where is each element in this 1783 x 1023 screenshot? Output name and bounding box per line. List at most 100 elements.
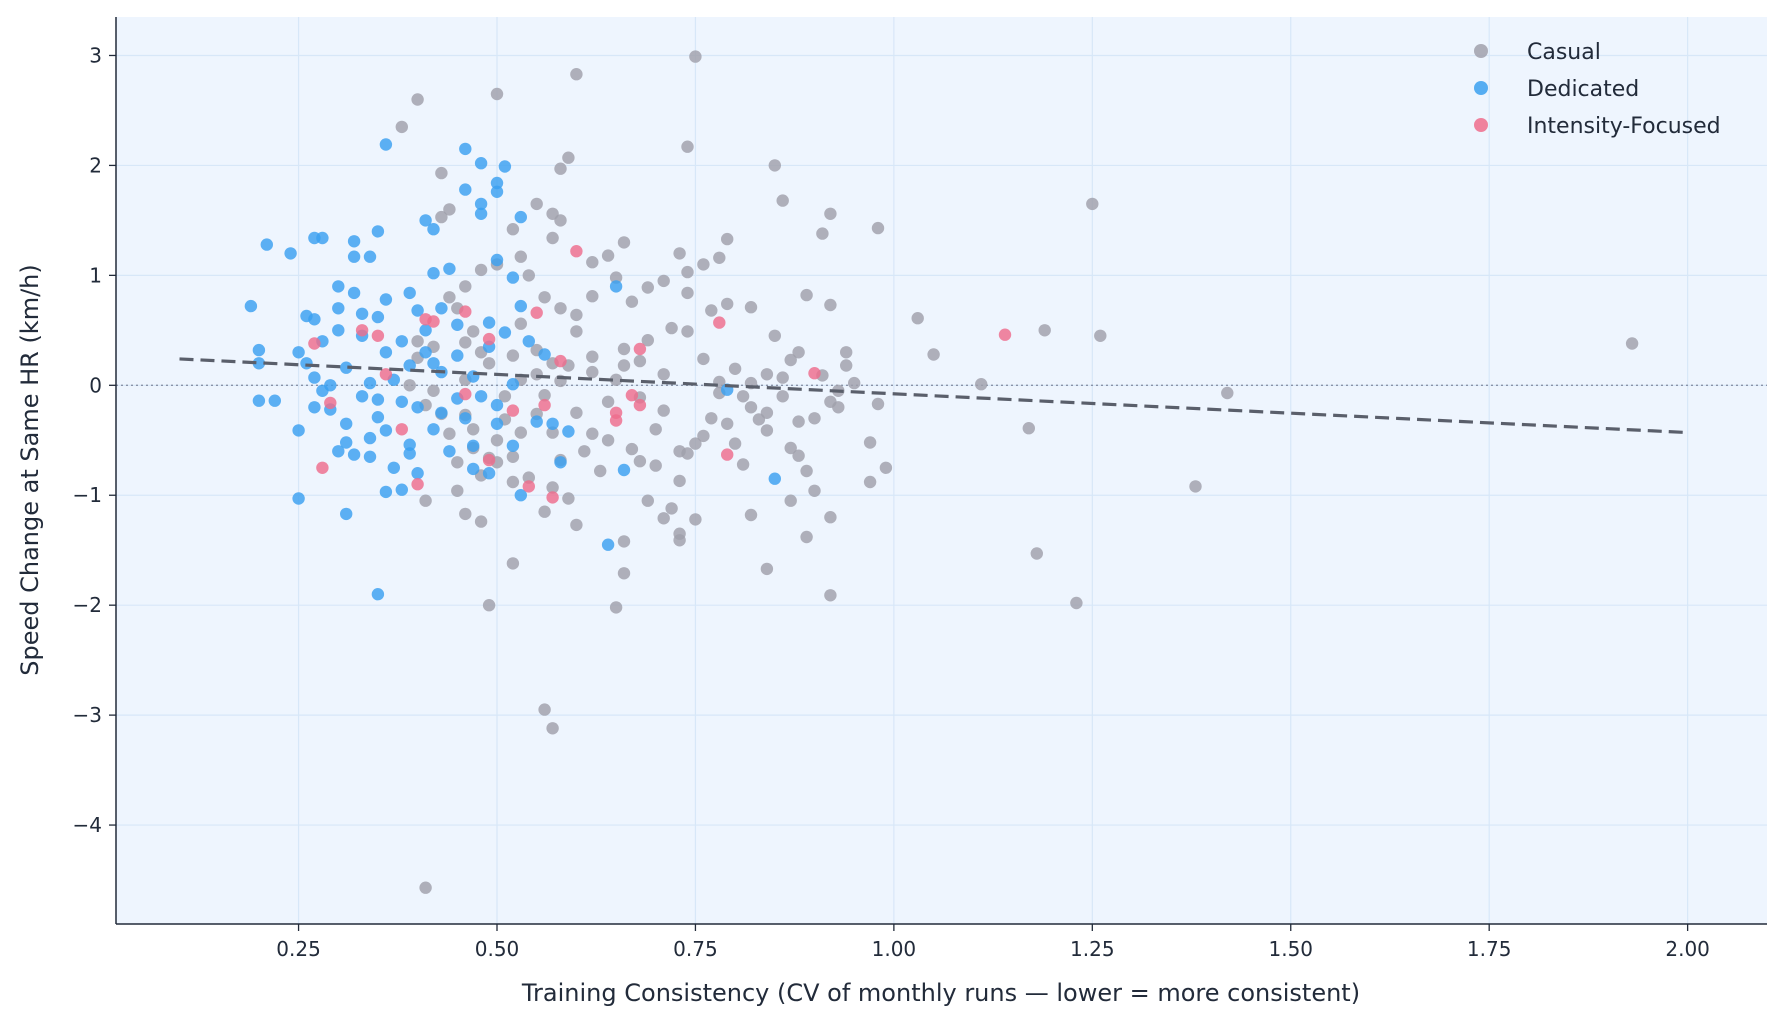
- point-casual: [546, 426, 559, 439]
- point-casual: [443, 203, 456, 216]
- point-dedicated: [768, 472, 781, 485]
- point-casual: [538, 291, 551, 304]
- point-casual: [681, 265, 694, 279]
- point-dedicated: [530, 415, 543, 428]
- point-dedicated: [332, 302, 345, 315]
- point-dedicated: [506, 271, 520, 284]
- point-casual: [792, 415, 805, 428]
- point-intensity-focused: [506, 404, 520, 417]
- point-intensity-focused: [324, 396, 337, 410]
- point-dedicated: [514, 489, 527, 502]
- point-casual: [824, 207, 837, 220]
- point-dedicated: [490, 176, 504, 190]
- point-casual: [776, 390, 789, 403]
- point-casual: [800, 288, 813, 302]
- point-intensity-focused: [721, 448, 734, 461]
- point-casual: [514, 250, 527, 263]
- point-dedicated: [451, 349, 464, 362]
- point-dedicated: [395, 335, 408, 348]
- point-casual: [538, 389, 551, 402]
- point-casual: [673, 534, 686, 547]
- point-casual: [681, 140, 694, 153]
- point-casual: [871, 221, 885, 235]
- point-casual: [506, 223, 520, 236]
- point-intensity-focused: [459, 305, 472, 318]
- point-casual: [411, 335, 424, 348]
- point-dedicated: [371, 225, 385, 238]
- y-tick-label: 0: [89, 373, 102, 397]
- point-casual: [514, 317, 527, 330]
- point-casual: [697, 429, 710, 443]
- point-casual: [443, 427, 456, 440]
- point-casual: [546, 207, 559, 220]
- point-dedicated: [562, 425, 575, 438]
- y-tick-label: −3: [73, 703, 102, 727]
- x-tick-label: 1.50: [1268, 937, 1313, 961]
- point-casual: [435, 166, 448, 180]
- point-casual: [863, 436, 877, 449]
- point-casual: [689, 437, 702, 450]
- point-dedicated: [490, 398, 504, 412]
- point-dedicated: [347, 250, 361, 263]
- y-tick-label: −2: [73, 593, 102, 617]
- point-dedicated: [427, 223, 440, 236]
- point-casual: [760, 406, 774, 419]
- point-dedicated: [451, 318, 464, 331]
- point-dedicated: [379, 138, 393, 151]
- point-casual: [665, 321, 678, 335]
- point-dedicated: [403, 286, 416, 300]
- legend-marker-dedicated: [1474, 81, 1488, 95]
- point-casual: [1086, 197, 1099, 211]
- point-casual: [736, 390, 750, 403]
- point-dedicated: [411, 304, 424, 317]
- point-casual: [840, 346, 853, 359]
- point-casual: [570, 68, 583, 81]
- point-casual: [808, 484, 821, 497]
- point-casual: [784, 441, 797, 455]
- point-casual: [419, 494, 432, 507]
- point-dedicated: [506, 378, 520, 391]
- point-dedicated: [403, 438, 416, 451]
- point-casual: [1070, 596, 1083, 610]
- point-dedicated: [371, 588, 385, 601]
- point-dedicated: [308, 313, 321, 326]
- point-casual: [721, 232, 734, 246]
- point-casual: [546, 481, 559, 494]
- point-casual: [1030, 547, 1044, 560]
- point-intensity-focused: [633, 342, 647, 356]
- point-casual: [705, 412, 718, 425]
- point-dedicated: [363, 431, 377, 445]
- point-intensity-focused: [808, 367, 821, 380]
- point-casual: [824, 589, 837, 602]
- point-casual: [633, 455, 647, 468]
- point-intensity-focused: [411, 478, 424, 491]
- point-intensity-focused: [371, 329, 385, 342]
- plot-background: [116, 17, 1767, 924]
- point-casual: [736, 458, 750, 471]
- point-casual: [586, 290, 599, 303]
- point-dedicated: [546, 417, 559, 430]
- y-tick-label: 1: [89, 263, 102, 287]
- point-casual: [451, 484, 464, 497]
- point-dedicated: [459, 142, 472, 156]
- point-dedicated: [379, 485, 393, 499]
- point-dedicated: [395, 395, 408, 408]
- point-casual: [649, 459, 662, 472]
- point-dedicated: [490, 417, 504, 430]
- point-casual: [435, 210, 448, 224]
- point-dedicated: [498, 160, 512, 173]
- point-casual: [879, 461, 893, 474]
- point-intensity-focused: [379, 368, 393, 381]
- point-casual: [474, 263, 488, 277]
- point-casual: [586, 256, 599, 269]
- point-intensity-focused: [554, 354, 567, 368]
- point-casual: [617, 236, 631, 249]
- series-intensity-focused: [308, 245, 1012, 504]
- point-dedicated: [467, 439, 480, 452]
- x-tick-label: 0.25: [276, 937, 321, 961]
- point-dedicated: [514, 299, 527, 313]
- point-dedicated: [371, 393, 385, 406]
- point-casual: [641, 334, 654, 347]
- point-casual: [681, 325, 694, 338]
- point-dedicated: [332, 324, 345, 337]
